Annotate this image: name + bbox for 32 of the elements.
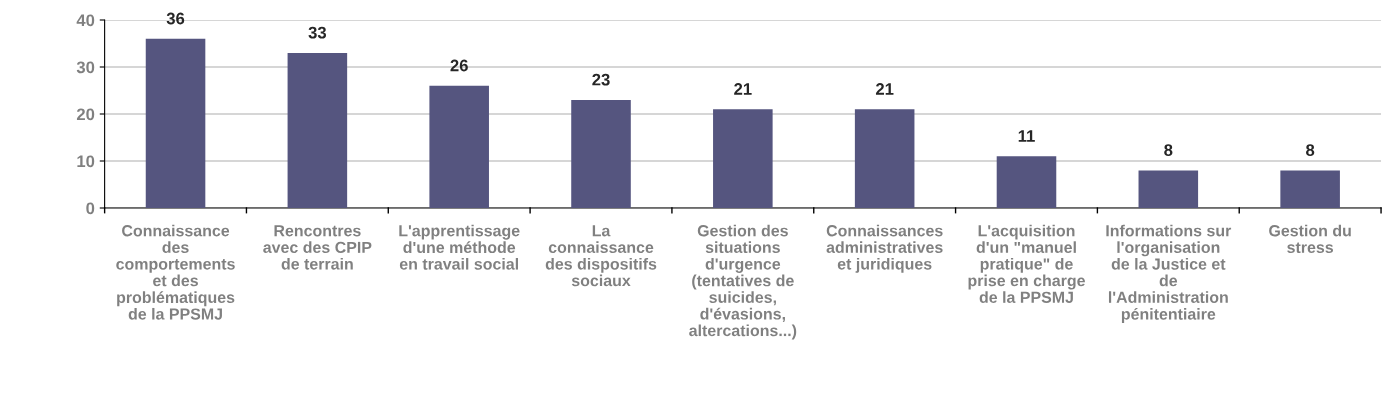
bar (854, 109, 915, 208)
bar (713, 109, 773, 208)
x-tick-label: L'acquisition d'un "manuel pratique" de prise en charge de la PPSMJ (968, 224, 1085, 303)
x-tick-label: Connaissances administratives et juridiques (826, 224, 943, 273)
x-tick-label: Rencontres avec des CPIP de terrain (263, 225, 372, 270)
x-tick-label: Gestion des situations d'urgence (tentatives de suicides, d'évasions, altercations...) (689, 224, 797, 340)
data-label: 36 (166, 12, 185, 25)
bar (996, 156, 1057, 208)
data-label: 23 (592, 73, 610, 86)
data-label: 8 (1306, 144, 1315, 156)
x-tick-label: L'apprentissage d'une méthode en travail social (399, 224, 520, 270)
data-label: 21 (734, 83, 752, 95)
y-tick-label: 20 (76, 108, 95, 121)
data-label: 11 (1018, 130, 1035, 142)
bar (429, 85, 489, 208)
y-tick-label: 10 (77, 155, 95, 168)
bar (1138, 170, 1199, 208)
data-label: 8 (1164, 144, 1173, 156)
bar (287, 52, 348, 208)
x-tick-label: Informations sur l'organisation de la Justice et de l'Administration pénitentiaire (1106, 224, 1232, 323)
bar (145, 38, 206, 208)
y-tick-label: 0 (86, 202, 95, 215)
x-tick-label: Connaissance des comportements et des problématiques de la PPSMJ (116, 224, 235, 320)
x-tick-label: Gestion du stress (1269, 224, 1351, 254)
data-label: 33 (308, 26, 327, 39)
data-label: 26 (450, 59, 468, 72)
x-tick-label: La connaissance des dispositifs sociaux (545, 225, 657, 287)
data-label: 21 (875, 83, 894, 95)
y-tick-label: 30 (76, 61, 95, 74)
bar (571, 99, 631, 208)
bar (1280, 170, 1340, 208)
y-tick-label: 40 (76, 14, 95, 27)
